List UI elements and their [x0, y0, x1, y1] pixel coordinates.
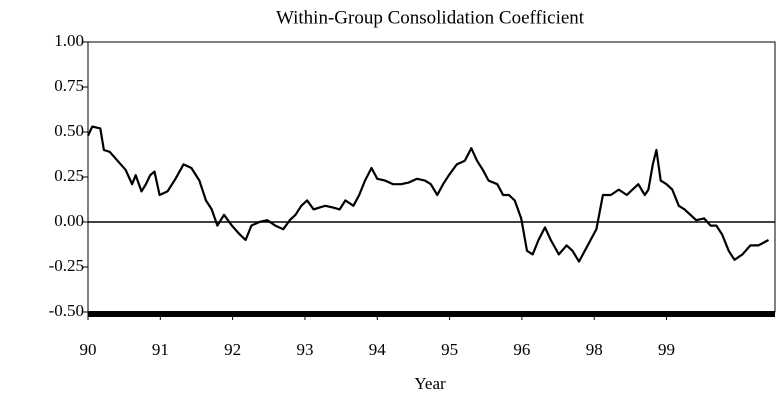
- x-tick-label: 91: [152, 340, 169, 359]
- x-tick-label: 92: [224, 340, 241, 359]
- x-tick-label: 96: [513, 340, 530, 359]
- y-tick-label: 0.50: [54, 121, 84, 140]
- x-tick-label: 95: [441, 340, 458, 359]
- x-tick-label: 99: [658, 340, 675, 359]
- chart-title: Within-Group Consolidation Coefficient: [276, 7, 585, 28]
- y-tick-label: 1.00: [54, 31, 84, 50]
- y-tick-label: 0.00: [54, 211, 84, 230]
- y-tick-label: 0.75: [54, 76, 84, 95]
- y-tick-label: -0.25: [49, 256, 84, 275]
- x-tick-label: 90: [80, 340, 97, 359]
- y-tick-label: 0.25: [54, 166, 84, 185]
- plot-frame: [87, 41, 776, 313]
- x-tick-label: 98: [586, 340, 603, 359]
- x-axis-label: Year: [414, 374, 446, 393]
- x-tick-label: 93: [296, 340, 313, 359]
- y-tick-label: -0.50: [49, 301, 84, 320]
- data-line: [87, 125, 770, 263]
- x-tick-label: 94: [369, 340, 387, 359]
